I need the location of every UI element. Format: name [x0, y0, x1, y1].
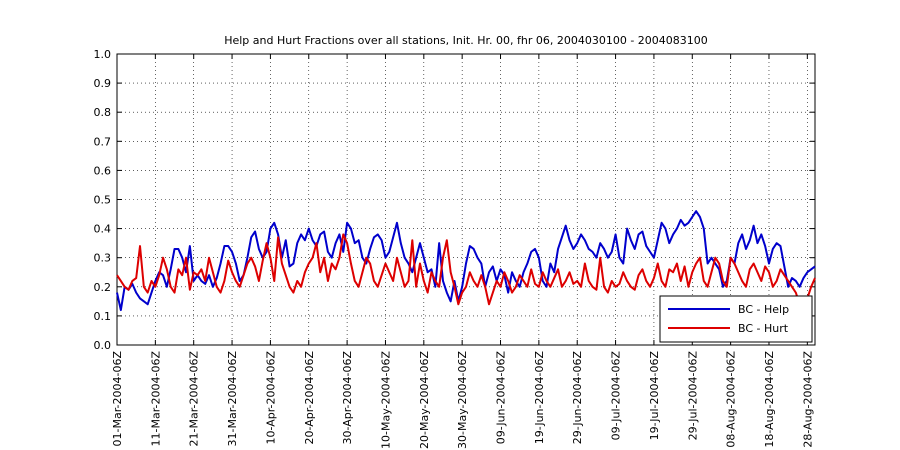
series-line	[116, 233, 816, 312]
y-tick-label: 0.1	[94, 310, 112, 323]
x-tick-label: 28-Aug-2004-06Z	[801, 351, 814, 448]
x-tick-label: 10-May-2004-06Z	[379, 351, 392, 449]
y-tick-label: 0.8	[94, 106, 112, 119]
plot-frame	[116, 53, 816, 346]
y-tick-label: 0.9	[94, 77, 112, 90]
y-tick-label: 1.0	[94, 48, 112, 61]
series-line	[116, 210, 816, 312]
y-tick-label: 0.6	[94, 164, 112, 177]
x-tick-label: 01-Mar-2004-06Z	[111, 351, 124, 447]
y-tick-label: 0.7	[94, 135, 112, 148]
x-tick-label: 20-May-2004-06Z	[418, 351, 431, 449]
legend-label: BC - Help	[738, 303, 789, 316]
x-tick-label: 30-Apr-2004-06Z	[341, 351, 354, 445]
legend-label: BC - Hurt	[738, 322, 789, 335]
x-tick-label: 20-Apr-2004-06Z	[303, 351, 316, 445]
y-tick-label: 0.3	[94, 252, 112, 265]
x-tick-label: 08-Aug-2004-06Z	[725, 351, 738, 448]
x-tick-label: 09-Jun-2004-06Z	[495, 351, 508, 445]
y-tick-label: 0.4	[94, 223, 112, 236]
y-tick-label: 0.5	[94, 194, 112, 207]
x-tick-label: 31-Mar-2004-06Z	[226, 351, 239, 447]
x-tick-label: 09-Jul-2004-06Z	[610, 351, 623, 441]
x-tick-label: 29-Jul-2004-06Z	[686, 351, 699, 441]
x-tick-label: 30-May-2004-06Z	[456, 351, 469, 449]
chart-title: Help and Hurt Fractions over all station…	[224, 34, 708, 47]
x-tick-label: 11-Mar-2004-06Z	[149, 351, 162, 447]
y-tick-label: 0.0	[94, 339, 112, 352]
x-tick-label: 18-Aug-2004-06Z	[763, 351, 776, 448]
y-tick-label: 0.2	[94, 281, 112, 294]
x-tick-label: 19-Jun-2004-06Z	[533, 351, 546, 445]
x-tick-label: 21-Mar-2004-06Z	[188, 351, 201, 447]
x-tick-label: 19-Jul-2004-06Z	[648, 351, 661, 441]
x-tick-label: 29-Jun-2004-06Z	[571, 351, 584, 445]
legend-box	[659, 295, 813, 343]
x-tick-label: 10-Apr-2004-06Z	[264, 351, 277, 445]
